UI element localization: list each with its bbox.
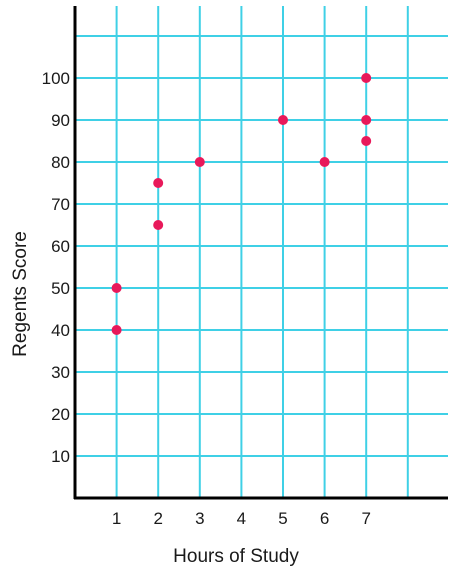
y-tick-label: 30 [51, 363, 70, 382]
y-tick-label: 20 [51, 405, 70, 424]
y-tick-label: 80 [51, 153, 70, 172]
data-point [361, 115, 372, 125]
y-tick-label: 60 [51, 237, 70, 256]
y-tick-label: 90 [51, 111, 70, 130]
x-axis-title: Hours of Study [173, 546, 299, 567]
x-tick-label: 2 [153, 509, 162, 528]
data-point [319, 157, 330, 167]
y-tick-labels: 10 20 30 40 50 60 70 80 90 100 [42, 69, 70, 466]
y-tick-label: 10 [51, 447, 70, 466]
data-point [278, 115, 288, 125]
y-tick-label: 50 [51, 279, 70, 298]
data-point [361, 73, 372, 83]
data-point [153, 220, 164, 230]
x-tick-label: 3 [195, 509, 204, 528]
y-tick-label: 100 [42, 69, 70, 88]
x-tick-label: 4 [237, 509, 246, 528]
x-tick-label: 1 [112, 509, 121, 528]
axes [73, 6, 448, 500]
data-points [111, 73, 372, 335]
y-tick-label: 70 [51, 195, 70, 214]
x-tick-labels: 1 2 3 4 5 6 7 [112, 509, 371, 528]
x-tick-label: 5 [278, 509, 287, 528]
data-point [361, 136, 372, 146]
x-tick-label: 6 [320, 509, 329, 528]
data-point [111, 325, 122, 335]
x-tick-label: 7 [361, 509, 370, 528]
data-point [194, 157, 205, 167]
y-axis-title: Regents Score [10, 231, 31, 357]
data-point [111, 283, 122, 293]
y-tick-label: 40 [51, 321, 70, 340]
grid-lines [75, 6, 448, 498]
data-point [153, 178, 164, 188]
